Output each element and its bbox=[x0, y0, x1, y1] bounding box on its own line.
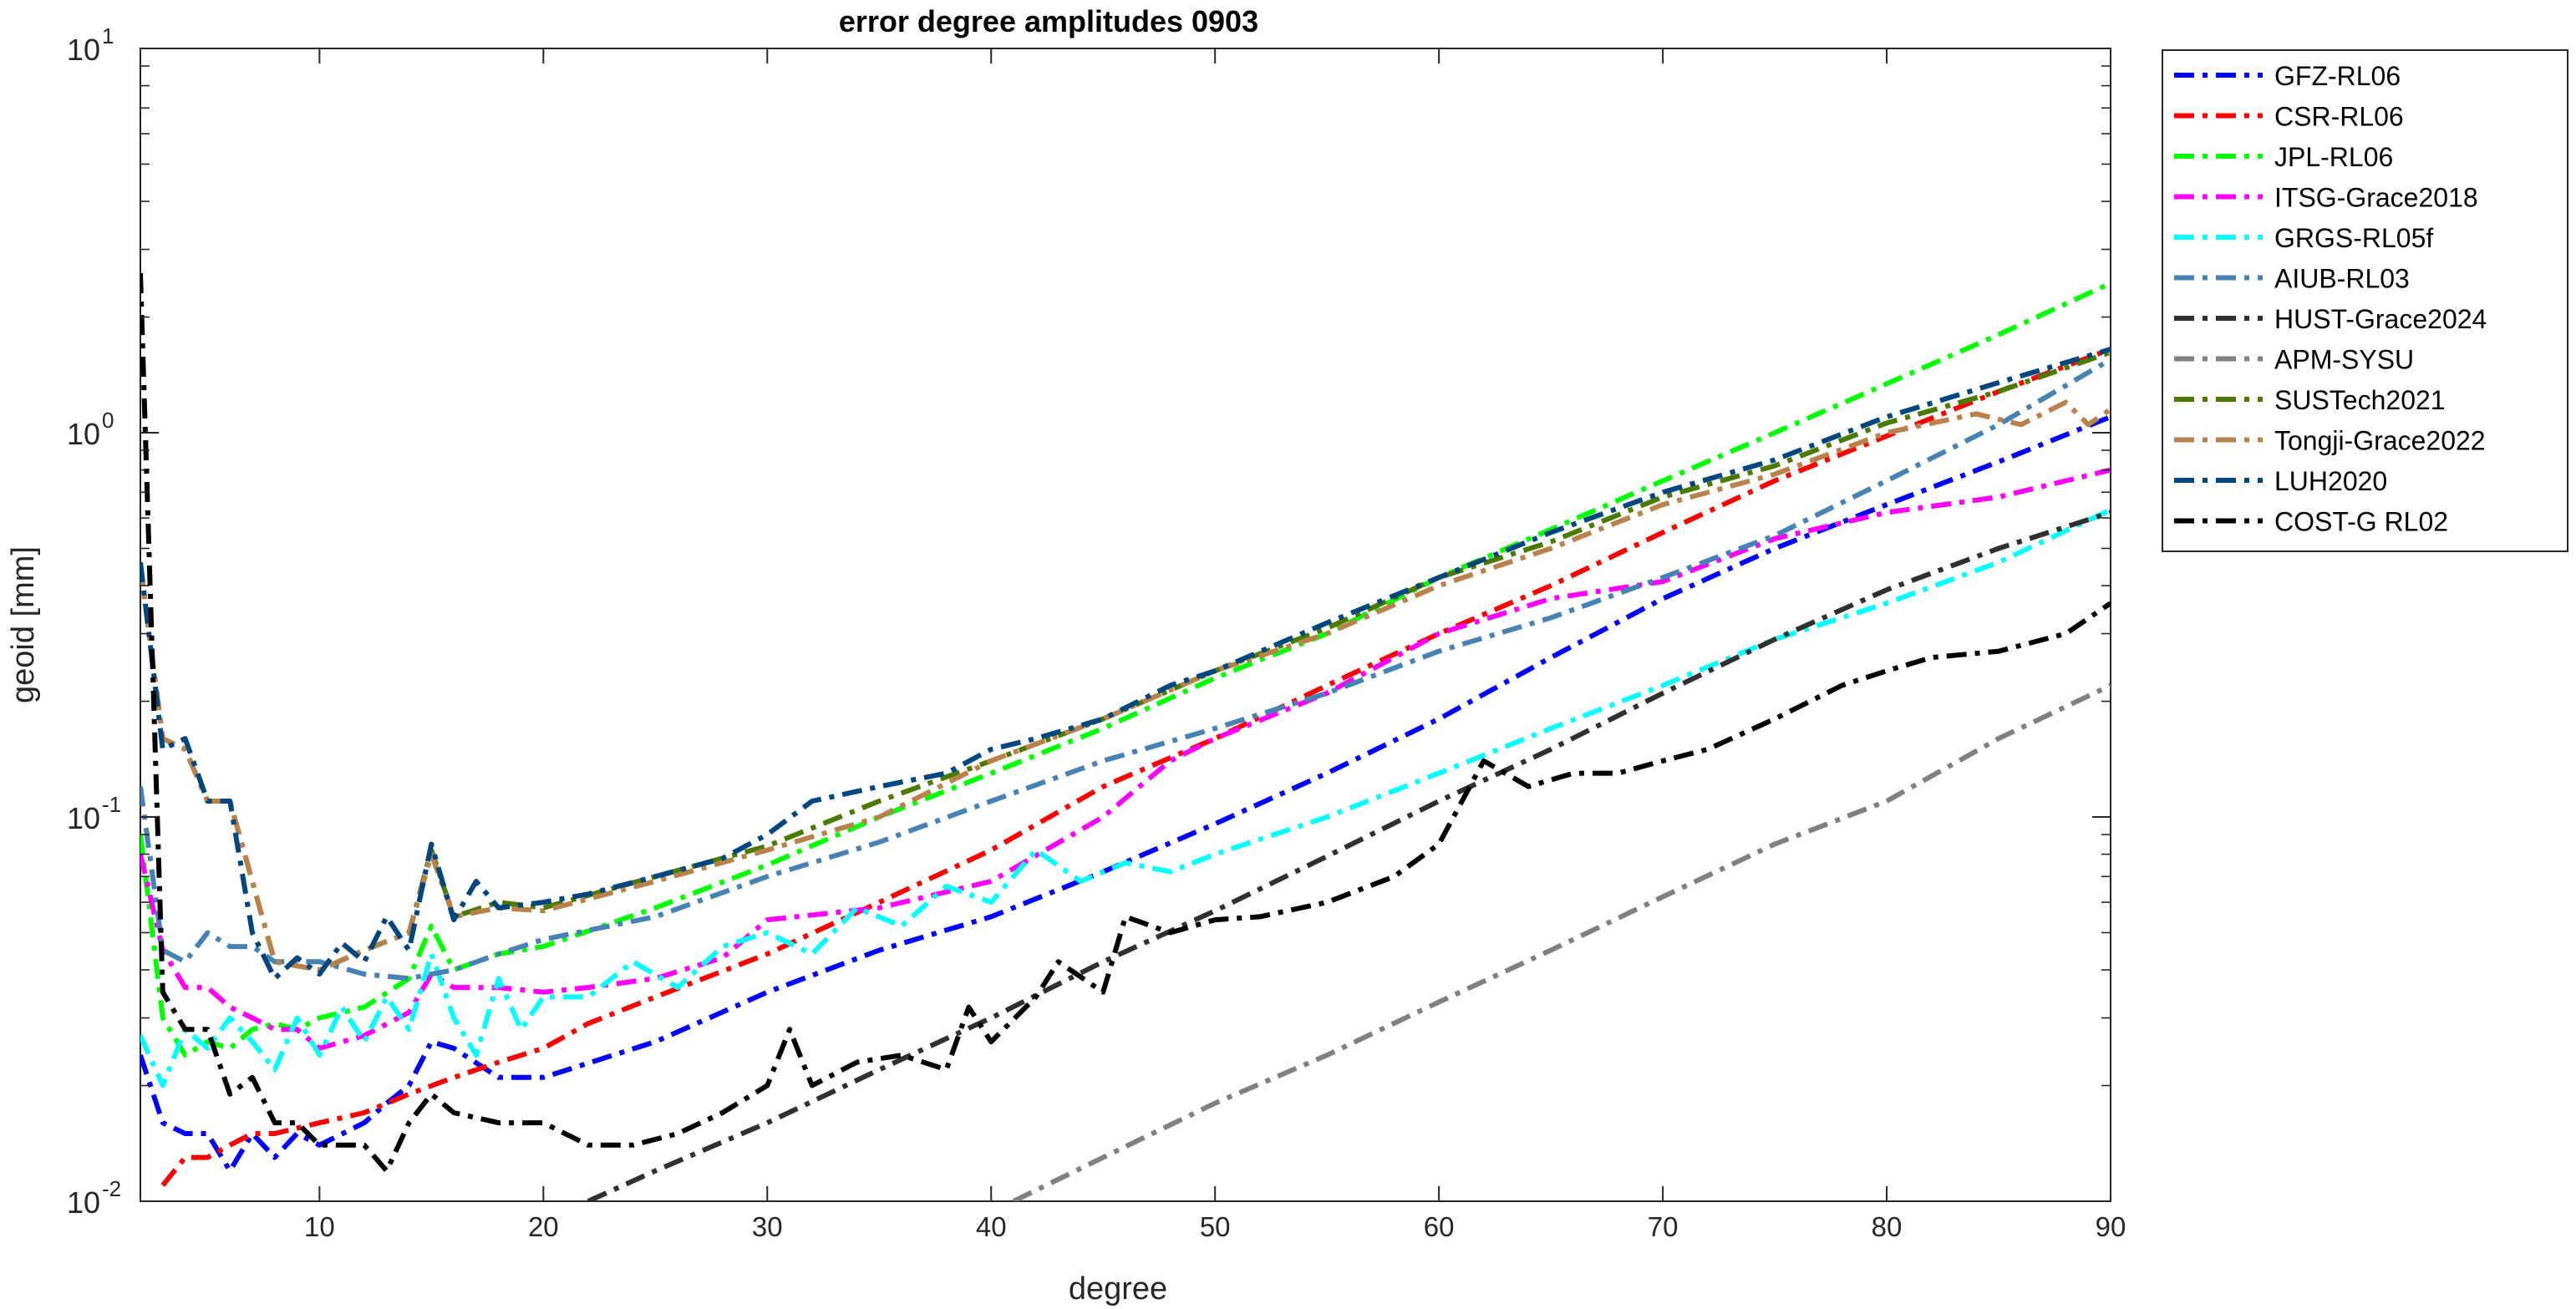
y-axis-label: geoid [mm] bbox=[6, 546, 41, 703]
legend-label-aiub-rl03: AIUB-RL03 bbox=[2274, 264, 2410, 294]
x-tick-label: 70 bbox=[1648, 1211, 1679, 1242]
legend-label-apm-sysu: APM-SYSU bbox=[2274, 345, 2414, 375]
series-line-itsg-grace2018 bbox=[140, 467, 2111, 1051]
x-tick-label: 10 bbox=[304, 1211, 335, 1242]
legend-label-itsg-grace2018: ITSG-Grace2018 bbox=[2274, 183, 2478, 213]
series-line-grgs-rl05f bbox=[140, 507, 2111, 1088]
series-line-jpl-rl06 bbox=[140, 281, 2111, 1058]
y-tick-label: 10 bbox=[67, 801, 100, 835]
x-tick-label: 60 bbox=[1424, 1211, 1455, 1242]
series-line-gfz-rl06 bbox=[140, 414, 2111, 1174]
x-tick-label: 30 bbox=[752, 1211, 783, 1242]
series-line-apm-sysu bbox=[1012, 682, 2111, 1201]
legend-label-sustech2021: SUSTech2021 bbox=[2274, 385, 2446, 415]
series-layer bbox=[140, 273, 2111, 1201]
series-line-csr-rl06 bbox=[160, 347, 2111, 1187]
legend-label-csr-rl06: CSR-RL06 bbox=[2274, 102, 2404, 132]
legend-label-hust-grace2024: HUST-Grace2024 bbox=[2274, 304, 2487, 334]
y-tick-label: 10 bbox=[67, 1185, 100, 1220]
x-axis-label: degree bbox=[1069, 1271, 1167, 1306]
y-tick-exponent: 0 bbox=[102, 408, 114, 433]
series-line-aiub-rl03 bbox=[140, 357, 2111, 982]
x-tick-label: 50 bbox=[1200, 1211, 1231, 1242]
x-tick-label: 20 bbox=[528, 1211, 559, 1242]
series-line-luh2020 bbox=[140, 347, 2111, 982]
y-tick-label: 10 bbox=[67, 417, 100, 451]
x-tick-label: 80 bbox=[1872, 1211, 1903, 1242]
legend-label-tongji-grace2022: Tongji-Grace2022 bbox=[2274, 426, 2486, 456]
legend: GFZ-RL06 CSR-RL06 JPL-RL06 ITSG-Grace2018 GR… bbox=[2162, 49, 2568, 552]
legend-label-jpl-rl06: JPL-RL06 bbox=[2274, 142, 2393, 172]
y-tick-exponent: -1 bbox=[102, 792, 121, 817]
series-line-hust-grace2024 bbox=[587, 510, 2111, 1201]
y-tick-exponent: -2 bbox=[102, 1176, 121, 1201]
y-tick-exponent: 1 bbox=[102, 23, 114, 48]
x-tick-label: 90 bbox=[2096, 1211, 2126, 1242]
chart-title: error degree amplitudes 0903 bbox=[839, 4, 1258, 38]
legend-label-grgs-rl05f: GRGS-RL05f bbox=[2274, 223, 2433, 253]
legend-label-cost-g-rl02: COST-G RL02 bbox=[2274, 507, 2448, 537]
y-tick-label: 10 bbox=[67, 33, 100, 67]
legend-box bbox=[2162, 49, 2568, 552]
x-tick-label: 40 bbox=[976, 1211, 1007, 1242]
legend-label-gfz-rl06: GFZ-RL06 bbox=[2274, 61, 2401, 91]
series-line-cost-g-rl02 bbox=[140, 273, 2111, 1174]
legend-label-luh2020: LUH2020 bbox=[2274, 466, 2387, 496]
axes-frame bbox=[140, 48, 2111, 1202]
series-line-tongji-grace2022 bbox=[140, 399, 2111, 973]
